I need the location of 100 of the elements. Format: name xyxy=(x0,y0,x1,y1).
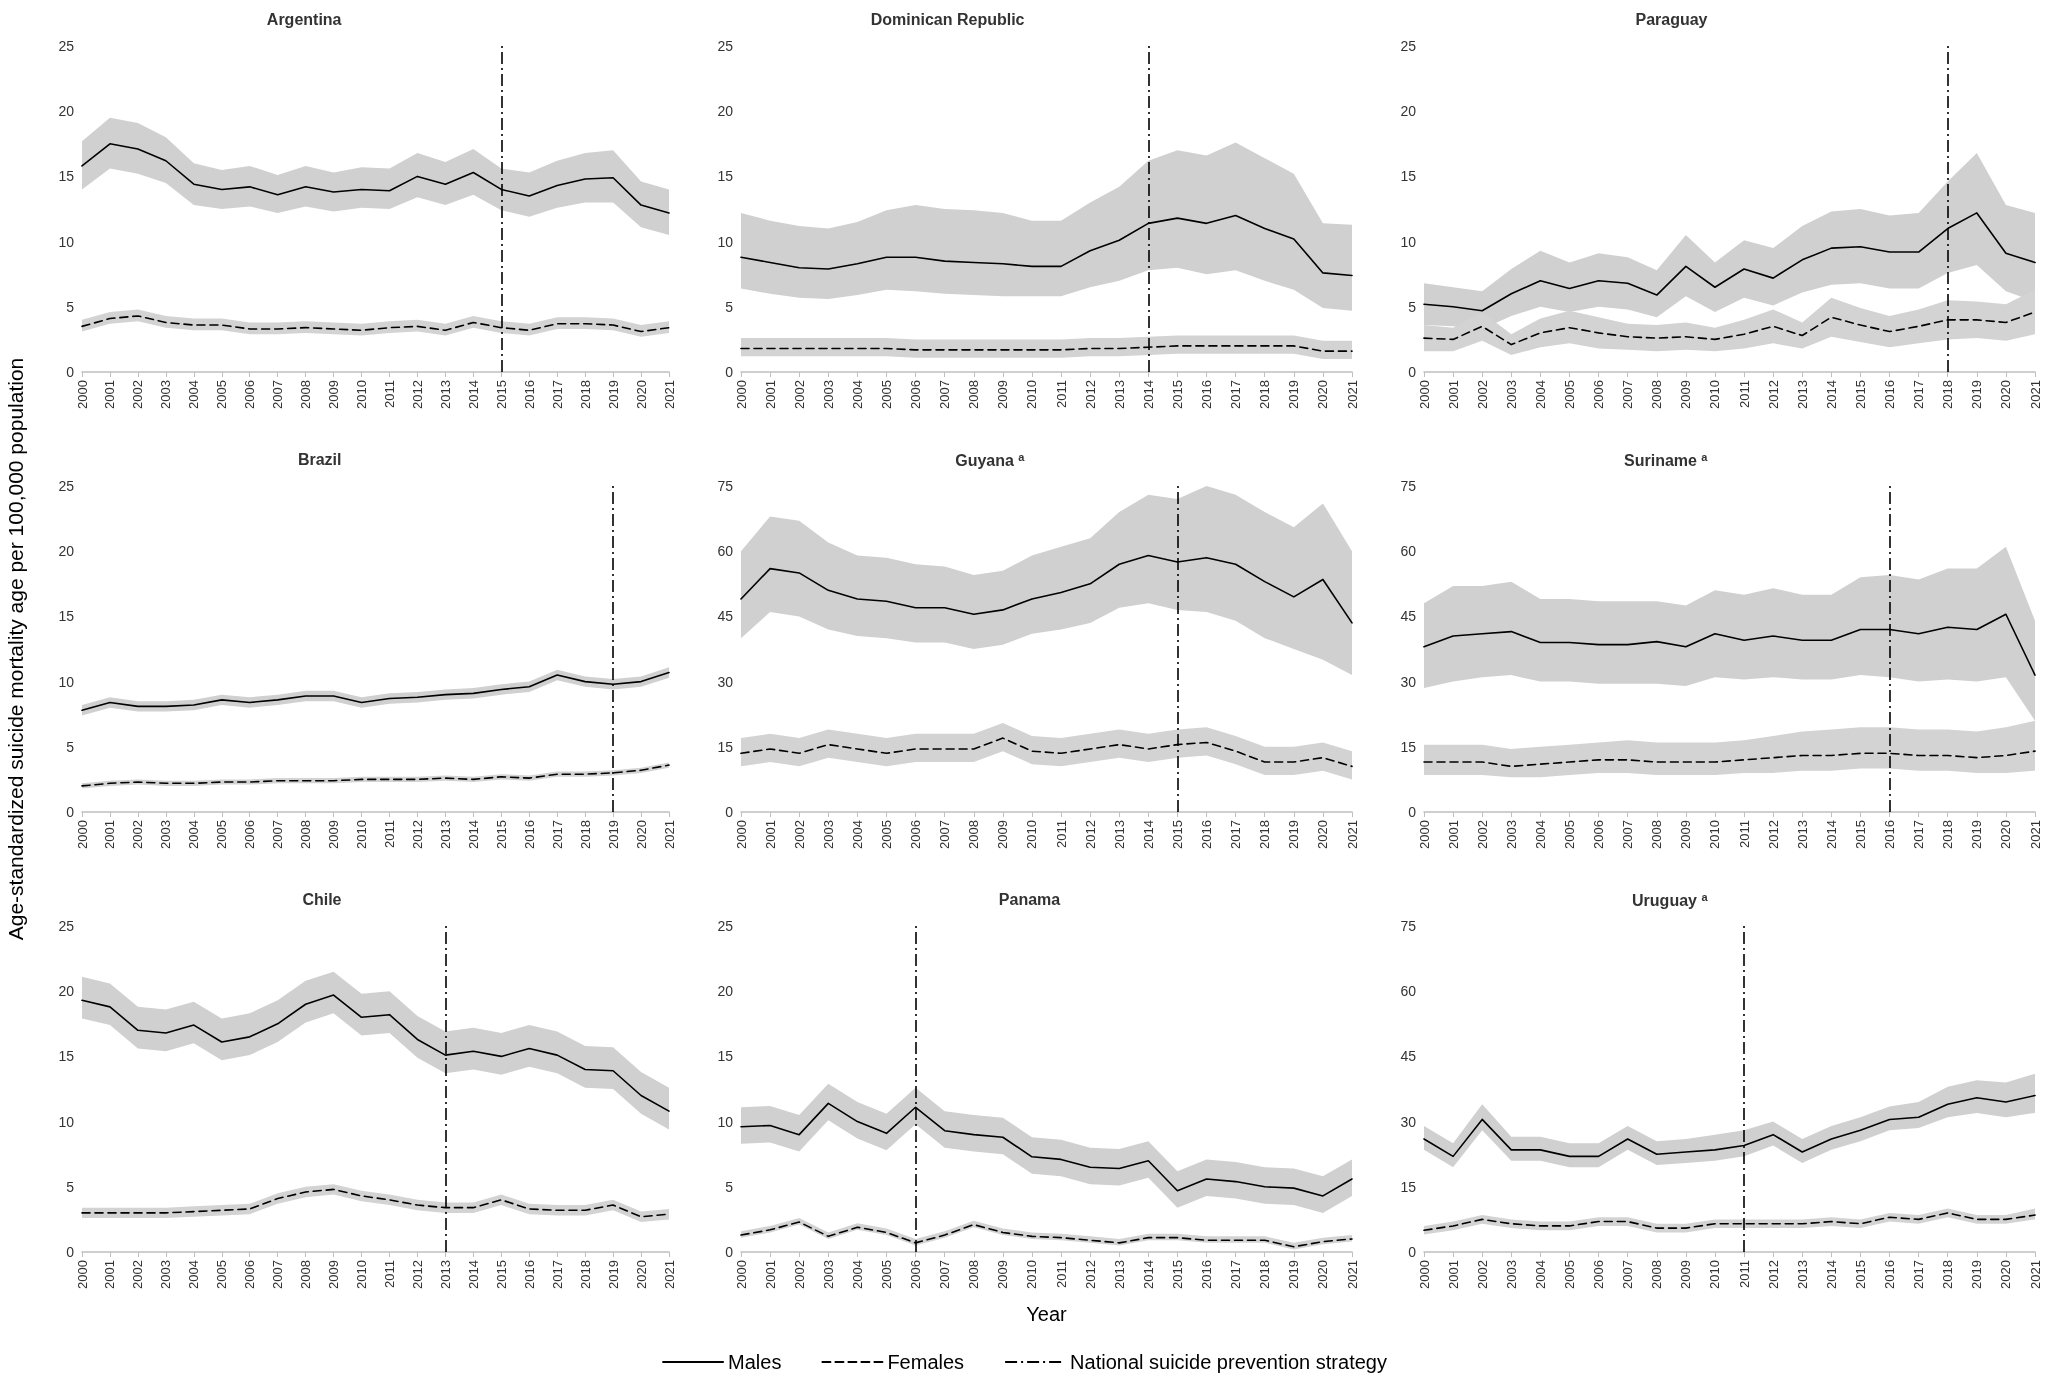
y-tick-label: 20 xyxy=(58,983,75,1000)
y-tick-label: 0 xyxy=(725,364,734,380)
x-tick-label: 2019 xyxy=(1286,820,1302,849)
x-tick-label: 2002 xyxy=(1474,380,1490,409)
x-tick-label: 2021 xyxy=(2027,820,2043,849)
x-tick-label: 2018 xyxy=(577,1260,593,1289)
x-tick-label: 2010 xyxy=(1024,380,1040,409)
x-tick-label: 2011 xyxy=(381,380,397,408)
y-tick-label: 5 xyxy=(66,738,75,755)
x-tick-label: 2017 xyxy=(549,380,565,409)
x-tick-label: 2004 xyxy=(186,1260,202,1289)
x-tick-label: 2009 xyxy=(1678,820,1694,849)
x-tick-label: 2007 xyxy=(270,820,286,849)
chart-title: Paraguay xyxy=(1635,10,1708,28)
x-tick-label: 2014 xyxy=(1823,380,1839,409)
y-tick-label: 15 xyxy=(58,168,75,185)
x-tick-label: 2009 xyxy=(326,1260,342,1289)
y-tick-label: 0 xyxy=(725,1244,734,1260)
y-tick-label: 10 xyxy=(717,1113,734,1130)
x-tick-label: 2016 xyxy=(1199,380,1215,409)
y-tick-label: 60 xyxy=(717,543,734,560)
x-tick-label: 2013 xyxy=(1794,380,1810,409)
x-tick-label: 2012 xyxy=(1765,1260,1781,1289)
x-tick-label: 2006 xyxy=(242,1260,258,1289)
y-tick-label: 15 xyxy=(58,1048,75,1065)
x-tick-label: 2016 xyxy=(1882,380,1898,409)
x-tick-label: 2019 xyxy=(1286,380,1302,409)
x-tick-label: 2002 xyxy=(130,380,146,409)
x-tick-label: 2018 xyxy=(577,380,593,409)
x-tick-label: 2020 xyxy=(633,1260,649,1289)
x-tick-label: 2020 xyxy=(1315,1260,1331,1289)
x-tick-label: 2000 xyxy=(1416,380,1432,409)
chart-title: Dominican Republic xyxy=(870,10,1025,28)
x-tick-label: 2004 xyxy=(849,380,865,409)
chart-title: Chile xyxy=(302,890,342,908)
y-tick-label: 5 xyxy=(725,298,734,315)
x-tick-label: 2003 xyxy=(1503,1260,1519,1289)
x-tick-label: 2017 xyxy=(1911,820,1927,849)
x-tick-label: 2005 xyxy=(214,380,230,409)
y-tick-label: 0 xyxy=(66,364,75,380)
x-tick-label: 2009 xyxy=(326,820,342,849)
x-tick-label: 2018 xyxy=(1257,820,1273,849)
x-axis-title: Year xyxy=(1026,1303,1068,1325)
x-tick-label: 2020 xyxy=(1998,380,2014,409)
x-tick-label: 2020 xyxy=(1998,1260,2014,1289)
x-tick-label: 2018 xyxy=(577,820,593,849)
y-tick-label: 0 xyxy=(725,804,734,820)
x-tick-label: 2006 xyxy=(1591,1260,1607,1289)
x-tick-label: 2021 xyxy=(1344,1260,1360,1289)
x-tick-label: 2007 xyxy=(937,1260,953,1289)
y-tick-label: 15 xyxy=(1400,738,1417,755)
x-tick-label: 2008 xyxy=(298,380,314,409)
x-tick-label: 2014 xyxy=(1823,820,1839,849)
x-tick-label: 2002 xyxy=(130,820,146,849)
y-tick-label: 25 xyxy=(717,918,734,934)
x-tick-label: 2007 xyxy=(270,380,286,409)
y-tick-label: 30 xyxy=(717,673,734,690)
chart-title: Uruguay a xyxy=(1632,890,1709,909)
y-tick-label: 15 xyxy=(1400,1178,1417,1195)
x-tick-label: 2019 xyxy=(605,820,621,849)
legend-label: Females xyxy=(887,1351,965,1373)
y-tick-label: 15 xyxy=(1400,168,1417,185)
x-tick-label: 2009 xyxy=(1678,1260,1694,1289)
y-tick-label: 45 xyxy=(1400,608,1417,625)
legend-label: National suicide prevention strategy xyxy=(1070,1351,1387,1373)
x-tick-label: 2021 xyxy=(2027,1260,2043,1289)
x-tick-label: 2009 xyxy=(326,380,342,409)
x-tick-label: 2003 xyxy=(1503,820,1519,849)
chart-title: Brazil xyxy=(297,450,342,468)
x-tick-label: 2015 xyxy=(493,1260,509,1289)
y-tick-label: 10 xyxy=(58,1113,75,1130)
x-tick-label: 2000 xyxy=(74,380,90,409)
y-tick-label: 25 xyxy=(58,918,75,934)
x-tick-label: 2013 xyxy=(1111,380,1127,409)
x-tick-label: 2009 xyxy=(995,820,1011,849)
y-tick-label: 25 xyxy=(58,478,75,494)
x-tick-label: 2021 xyxy=(1344,820,1360,849)
y-tick-label: 25 xyxy=(58,38,75,54)
x-tick-label: 2015 xyxy=(1852,820,1868,849)
x-tick-label: 2002 xyxy=(791,1260,807,1289)
x-tick-label: 2012 xyxy=(1082,1260,1098,1289)
y-tick-label: 15 xyxy=(717,738,734,755)
x-tick-label: 2007 xyxy=(1620,820,1636,849)
x-tick-label: 2021 xyxy=(2027,380,2043,409)
x-tick-label: 2020 xyxy=(633,380,649,409)
x-tick-label: 2001 xyxy=(1445,820,1461,849)
x-tick-label: 2000 xyxy=(74,820,90,849)
x-tick-label: 2011 xyxy=(1053,1260,1069,1288)
x-tick-label: 2009 xyxy=(995,380,1011,409)
x-tick-label: 2014 xyxy=(1140,820,1156,849)
x-tick-label: 2017 xyxy=(549,820,565,849)
x-tick-label: 2008 xyxy=(966,380,982,409)
x-tick-label: 2003 xyxy=(820,380,836,409)
x-tick-label: 2017 xyxy=(549,1260,565,1289)
x-tick-label: 2019 xyxy=(1969,820,1985,849)
x-tick-label: 2003 xyxy=(820,1260,836,1289)
x-tick-label: 2019 xyxy=(1969,1260,1985,1289)
x-tick-label: 2015 xyxy=(493,820,509,849)
x-tick-label: 2021 xyxy=(661,380,677,409)
x-tick-label: 2012 xyxy=(409,380,425,409)
